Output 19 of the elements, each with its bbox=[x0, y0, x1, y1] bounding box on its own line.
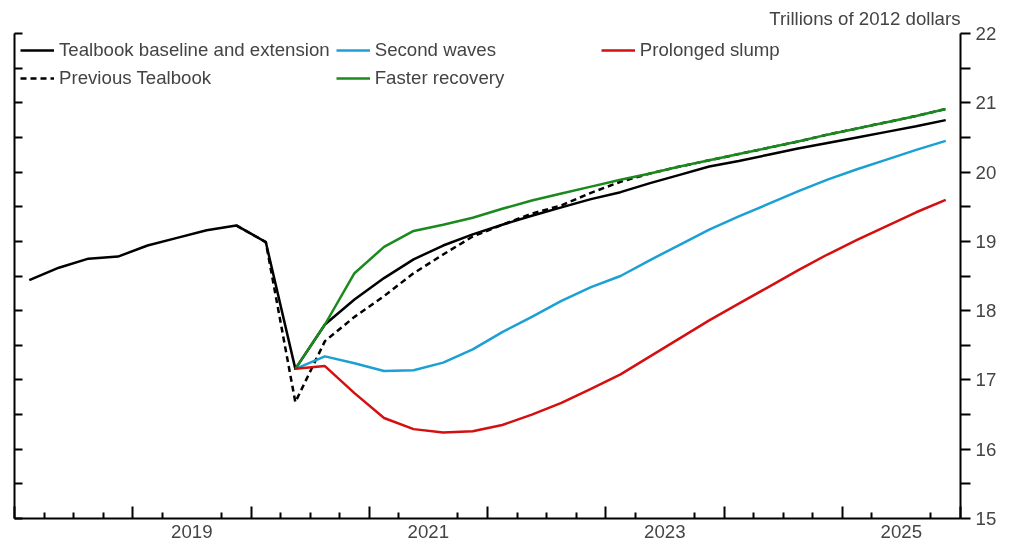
y-tick-label: 21 bbox=[975, 92, 997, 114]
legend-label: Prolonged slump bbox=[639, 39, 781, 61]
y-tick-label: 19 bbox=[975, 230, 997, 252]
legend-label: Previous Tealbook bbox=[59, 67, 213, 89]
y-tick-label: 16 bbox=[975, 438, 997, 460]
y-tick-label: 17 bbox=[975, 369, 997, 391]
line-series bbox=[294, 198, 947, 434]
legend-label: Faster recovery bbox=[374, 67, 506, 89]
x-tick-label: 2023 bbox=[644, 520, 686, 542]
y-tick-label: 15 bbox=[975, 508, 997, 529]
legend-label: Second waves bbox=[374, 39, 498, 61]
legend-label: Tealbook baseline and extension bbox=[59, 39, 330, 61]
y-tick-label: 18 bbox=[975, 300, 997, 322]
x-tick-label: 2021 bbox=[407, 520, 450, 542]
y-tick-label: 22 bbox=[975, 23, 997, 44]
y-axis-title: Trillions of 2012 dollars bbox=[769, 7, 961, 29]
x-tick-label: 2025 bbox=[880, 520, 923, 542]
x-tick-label: 2019 bbox=[171, 520, 213, 542]
y-tick-label: 20 bbox=[975, 161, 997, 183]
